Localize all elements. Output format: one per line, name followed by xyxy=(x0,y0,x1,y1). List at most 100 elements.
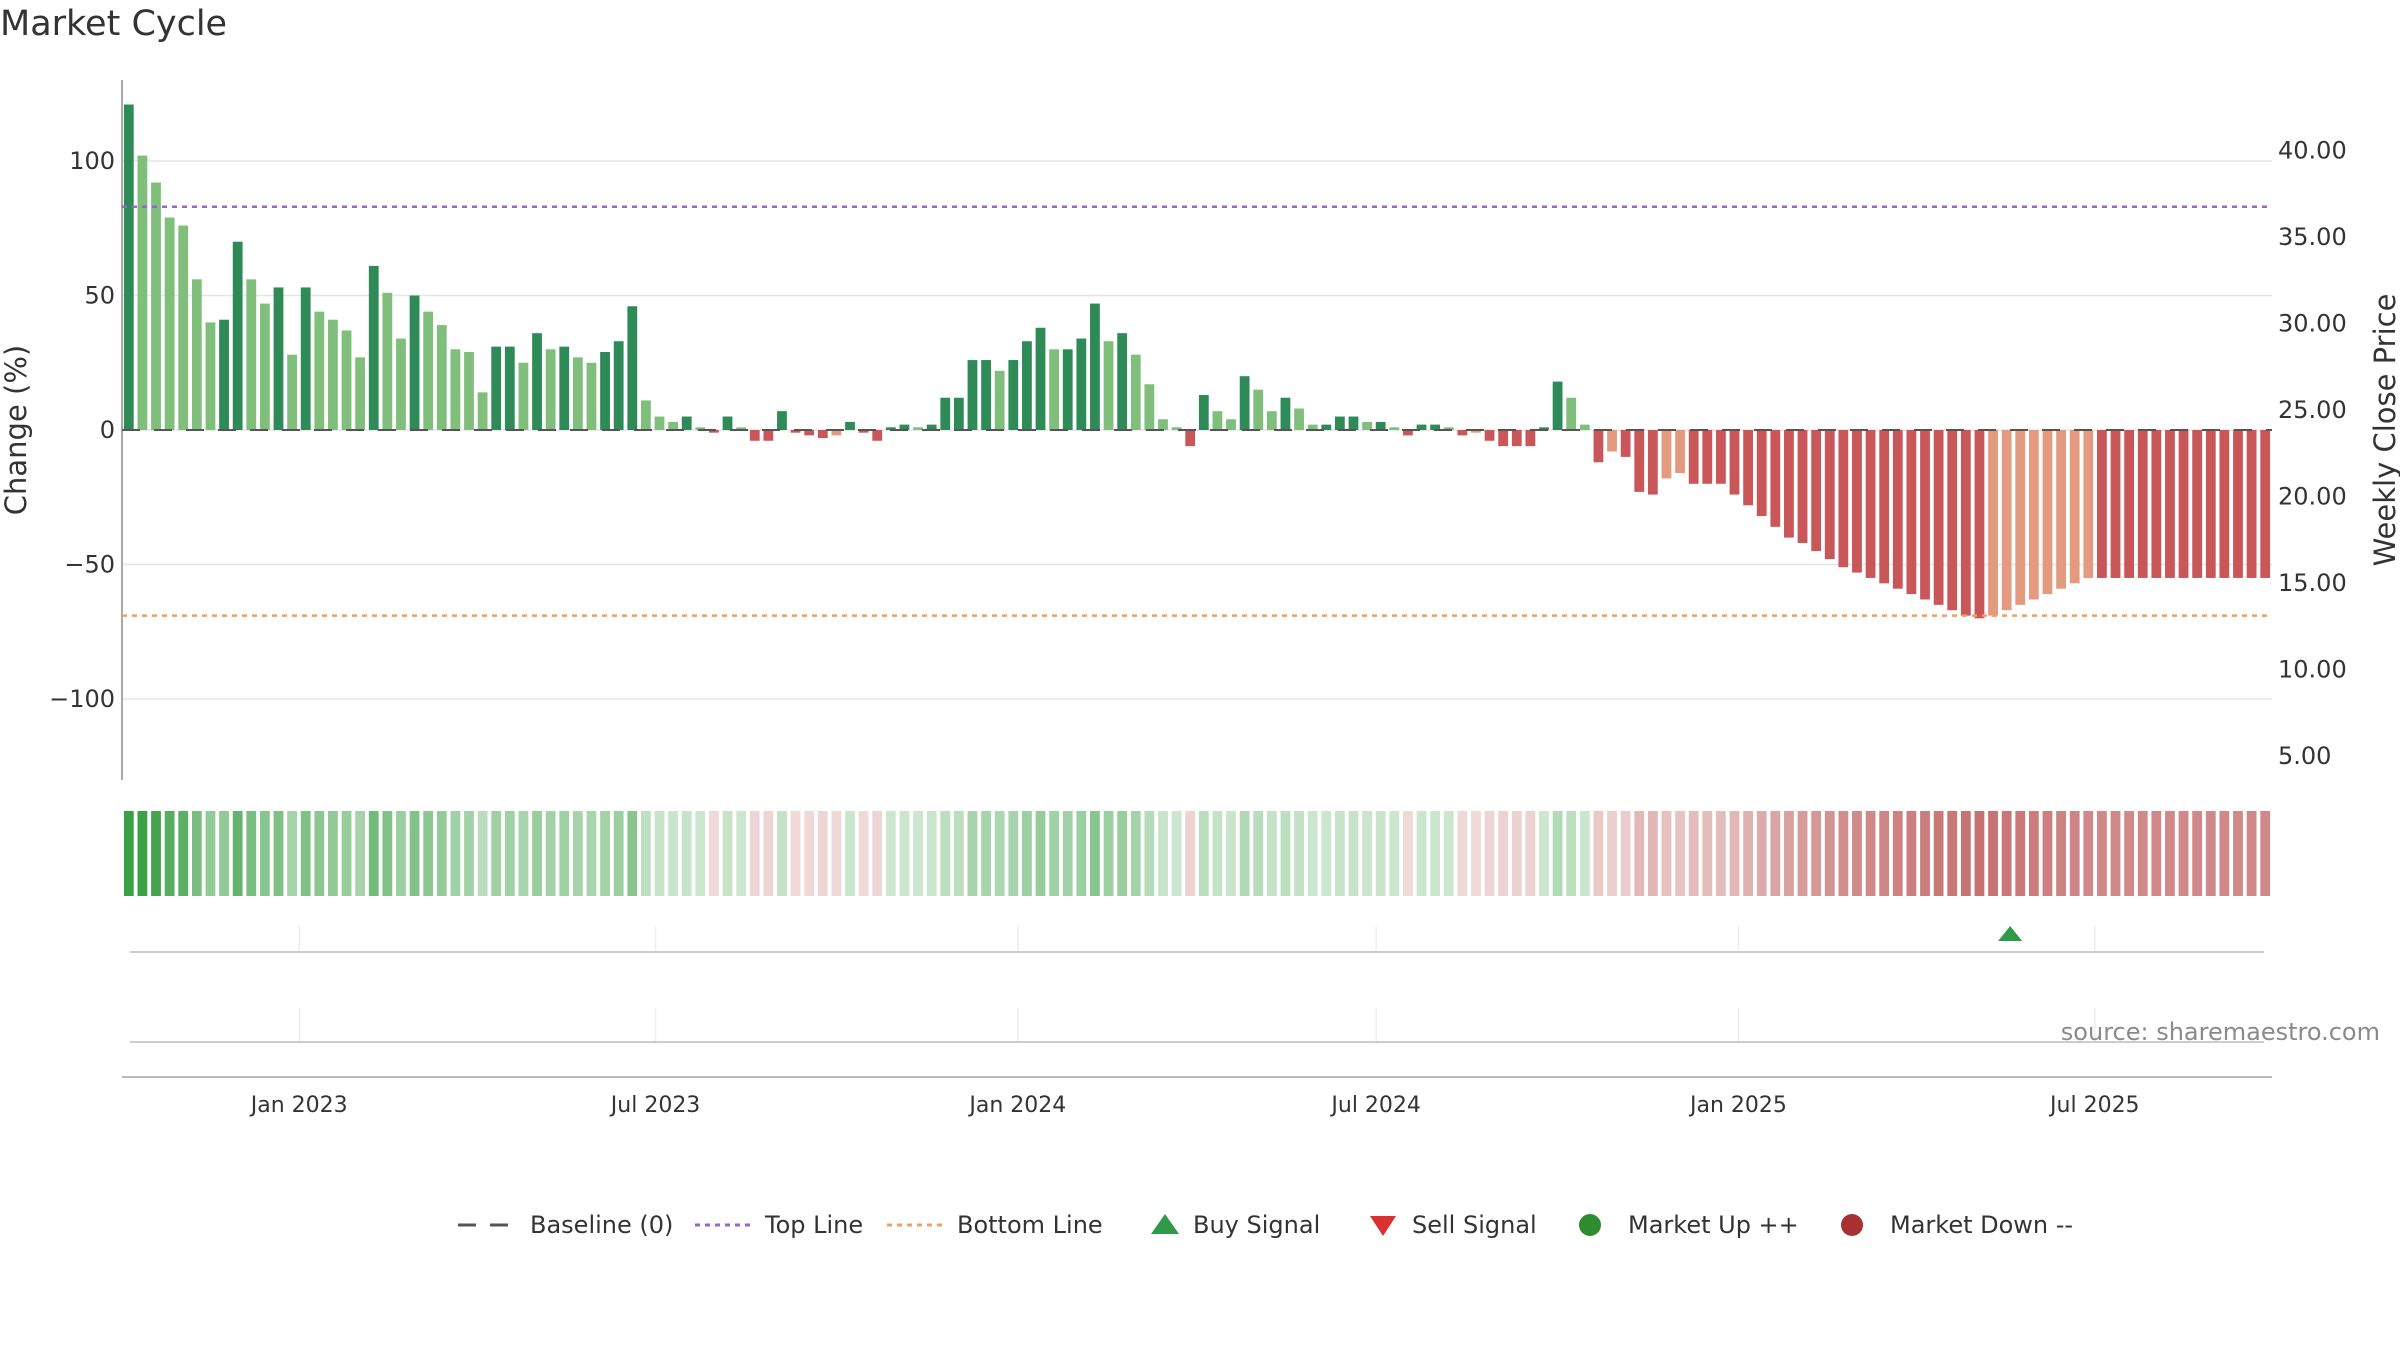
change-bar xyxy=(1988,430,1998,616)
regime-cell xyxy=(205,811,216,896)
change-bar xyxy=(1607,430,1617,452)
x-tick-label: Jul 2023 xyxy=(609,1093,701,1118)
change-bar xyxy=(1239,376,1250,430)
regime-cell xyxy=(464,811,474,896)
regime-cell xyxy=(1185,811,1196,896)
regime-cell xyxy=(300,811,311,896)
change-bar xyxy=(1130,354,1141,430)
regime-cell xyxy=(1498,811,1509,896)
change-bar xyxy=(627,306,638,430)
regime-cell xyxy=(2246,811,2257,896)
change-bar xyxy=(1715,430,1726,484)
change-bar xyxy=(246,279,257,430)
legend-item: Buy Signal xyxy=(1151,1211,1320,1239)
regime-cell xyxy=(532,811,542,896)
regime-cell xyxy=(2178,811,2189,896)
regime-cell xyxy=(1892,811,1903,896)
regime-strip xyxy=(123,811,2271,896)
regime-cell xyxy=(1620,811,1631,896)
y-tick-label: 100 xyxy=(69,147,115,175)
change-bar xyxy=(1498,430,1509,447)
change-bar xyxy=(423,311,434,430)
regime-cell xyxy=(1634,811,1645,896)
regime-cell xyxy=(2083,811,2094,896)
change-bar xyxy=(749,430,760,441)
change-bars xyxy=(123,104,2271,619)
change-bar xyxy=(586,362,597,430)
change-bar xyxy=(409,295,420,430)
regime-cell xyxy=(1022,811,1032,896)
regime-cell xyxy=(994,811,1005,896)
change-bar xyxy=(532,333,542,430)
regime-cell xyxy=(1117,811,1128,896)
change-bar xyxy=(2056,430,2066,589)
regime-cell xyxy=(1321,811,1332,896)
change-bar xyxy=(600,351,610,430)
change-bar xyxy=(1838,430,1849,568)
change-bar xyxy=(1294,408,1304,430)
change-bar xyxy=(545,349,556,430)
regime-cell xyxy=(545,811,556,896)
regime-cell xyxy=(1824,811,1835,896)
regime-cell xyxy=(1811,811,1822,896)
change-bar xyxy=(1511,430,1522,447)
regime-cell xyxy=(777,811,787,896)
regime-cell xyxy=(1552,811,1563,896)
change-bar xyxy=(1471,430,1481,433)
regime-cell xyxy=(1566,811,1577,896)
legend-label: Baseline (0) xyxy=(530,1211,673,1239)
regime-cell xyxy=(1579,811,1590,896)
regime-cell xyxy=(1797,811,1808,896)
change-bar xyxy=(518,362,529,430)
y-tick-label: −50 xyxy=(64,551,115,579)
change-bar xyxy=(845,421,855,430)
change-bar xyxy=(1253,389,1264,430)
change-bar xyxy=(1933,430,1944,605)
regime-cell xyxy=(2110,811,2121,896)
change-bar xyxy=(341,330,352,430)
change-bar xyxy=(2165,430,2175,578)
change-bar xyxy=(1416,424,1427,430)
x-tick-label: Jul 2024 xyxy=(1329,1093,1421,1118)
regime-cell xyxy=(2165,811,2175,896)
x-tick-label: Jul 2025 xyxy=(2048,1093,2140,1118)
legend-label: Market Up ++ xyxy=(1628,1211,1799,1239)
regime-cell xyxy=(1770,811,1781,896)
change-bar xyxy=(1824,430,1835,560)
regime-cell xyxy=(790,811,801,896)
change-bar xyxy=(1634,430,1645,492)
legend-label: Buy Signal xyxy=(1193,1211,1320,1239)
y2-tick-label: 35.00 xyxy=(2278,223,2347,251)
change-bar xyxy=(1266,411,1277,430)
change-bar xyxy=(2001,430,2012,611)
regime-cell xyxy=(885,811,896,896)
regime-cell xyxy=(1443,811,1454,896)
y2-tick-label: 10.00 xyxy=(2278,656,2347,684)
change-bar xyxy=(1117,333,1128,430)
change-bar xyxy=(1307,424,1318,430)
change-bar xyxy=(1171,427,1182,430)
change-bar xyxy=(1729,430,1740,495)
regime-cell xyxy=(1280,811,1291,896)
regime-cell xyxy=(899,811,910,896)
change-bar xyxy=(1797,430,1808,543)
legend-item: Baseline (0) xyxy=(458,1211,673,1239)
legend-label: Sell Signal xyxy=(1412,1211,1537,1239)
regime-cell xyxy=(1838,811,1849,896)
change-bar xyxy=(2151,430,2162,578)
change-bar xyxy=(1090,303,1100,430)
y2-tick-label: 40.00 xyxy=(2278,137,2347,165)
change-bar xyxy=(1593,430,1604,463)
change-bar xyxy=(1539,427,1549,430)
change-bar xyxy=(504,346,515,430)
regime-cell xyxy=(2151,811,2162,896)
regime-cell xyxy=(2192,811,2203,896)
regime-cell xyxy=(1688,811,1699,896)
regime-cell xyxy=(804,811,815,896)
regime-cell xyxy=(1539,811,1549,896)
regime-cell xyxy=(219,811,229,896)
change-bar xyxy=(913,427,923,430)
change-bar xyxy=(777,411,787,430)
regime-cell xyxy=(2233,811,2243,896)
